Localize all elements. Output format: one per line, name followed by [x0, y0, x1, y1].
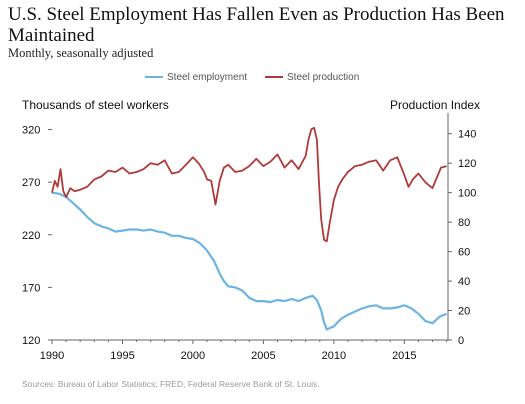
- left-tick-label: 320: [22, 125, 40, 137]
- legend-item-production: Steel production: [265, 72, 359, 83]
- right-tick-label: 120: [458, 158, 476, 170]
- x-tick-label: 2005: [251, 350, 275, 362]
- legend-swatch-production: [265, 76, 283, 79]
- source-note: Sources: Bureau of Labor Statistics; FRE…: [22, 379, 320, 389]
- x-tick-label: 2015: [392, 350, 416, 362]
- series-line-production: [51, 126, 447, 243]
- legend-label-production: Steel production: [287, 72, 360, 83]
- left-tick-label: 120: [22, 335, 40, 347]
- right-tick-label: 100: [458, 188, 476, 200]
- x-tick-label: 2010: [322, 350, 346, 362]
- series-line-employment: [51, 191, 448, 331]
- legend-label-employment: Steel employment: [167, 72, 248, 83]
- left-axis-title: Thousands of steel workers: [22, 98, 169, 112]
- chart-title: U.S. Steel Employment Has Fallen Even as…: [8, 4, 505, 46]
- x-tick-label: 1990: [40, 350, 64, 362]
- chart-subtitle: Monthly, seasonally adjusted: [8, 46, 154, 60]
- right-tick-label: 140: [458, 129, 476, 141]
- left-tick-label: 270: [22, 177, 40, 189]
- right-tick-label: 0: [458, 335, 464, 347]
- left-tick-label: 170: [22, 282, 40, 294]
- legend-swatch-employment: [145, 76, 163, 79]
- legend-item-employment: Steel employment: [145, 72, 247, 83]
- x-tick-label: 1995: [110, 350, 134, 362]
- right-tick-label: 60: [458, 247, 470, 259]
- right-tick-label: 40: [458, 276, 470, 288]
- right-tick-label: 80: [458, 217, 470, 229]
- x-tick-label: 2000: [181, 350, 205, 362]
- right-tick-label: 20: [458, 306, 470, 318]
- right-axis-title: Production Index: [390, 98, 481, 112]
- left-tick-label: 220: [22, 230, 40, 242]
